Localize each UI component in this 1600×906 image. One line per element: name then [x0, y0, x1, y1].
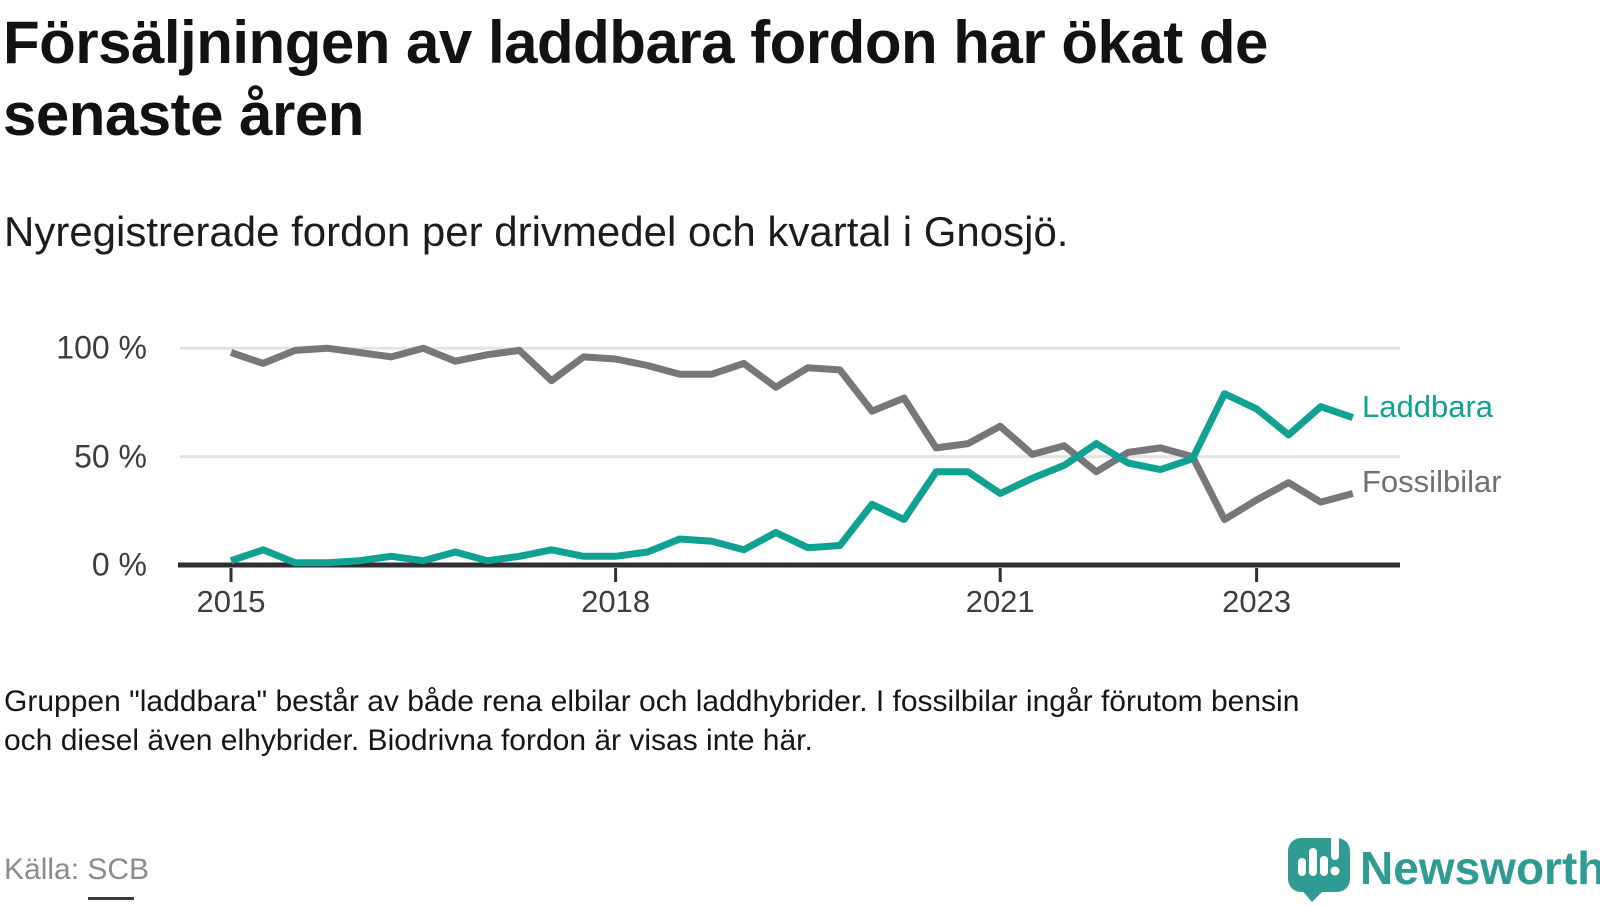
y-tick-label: 100 %	[56, 329, 147, 366]
source-label: Källa: SCB	[4, 853, 150, 886]
page-title: Försäljningen av laddbara fordon har öka…	[3, 7, 1493, 151]
logo-bar-2	[1309, 848, 1317, 876]
y-tick-label: 50 %	[74, 438, 147, 475]
x-tick-label: 2021	[965, 584, 1035, 619]
x-tick-label: 2015	[196, 584, 266, 619]
logo-exclamation-bar	[1331, 830, 1339, 860]
logo-bar-3	[1320, 856, 1328, 876]
newsworthy-logo-icon	[1288, 830, 1350, 902]
x-tick-label: 2023	[1222, 584, 1292, 619]
footnote-line2: och diesel även elhybrider. Biodrivna fo…	[4, 724, 813, 757]
fossilbilar-line	[229, 344, 1354, 523]
laddbara-line	[229, 390, 1354, 567]
chart-footnote: Gruppen "laddbara" består av både rena e…	[4, 682, 1564, 760]
page-title-line1: Försäljningen av laddbara fordon har öka…	[3, 9, 1268, 76]
cropped-edge-artifact	[88, 897, 134, 900]
page-subtitle: Nyregistrerade fordon per drivmedel och …	[4, 208, 1069, 255]
legend-label-fossilbilar: Fossilbilar	[1362, 464, 1502, 500]
brand-name: Newsworthy	[1360, 842, 1600, 894]
page-title-line2: senaste åren	[3, 81, 364, 148]
footnote-line1: Gruppen "laddbara" består av både rena e…	[4, 685, 1300, 718]
x-tick-label: 2018	[581, 584, 651, 619]
logo-exclamation-dot	[1330, 866, 1340, 876]
logo-bar-1	[1298, 858, 1306, 876]
legend-label-laddbara: Laddbara	[1362, 388, 1494, 424]
logo-bubble	[1288, 838, 1350, 892]
y-tick-label: 0 %	[91, 546, 147, 583]
